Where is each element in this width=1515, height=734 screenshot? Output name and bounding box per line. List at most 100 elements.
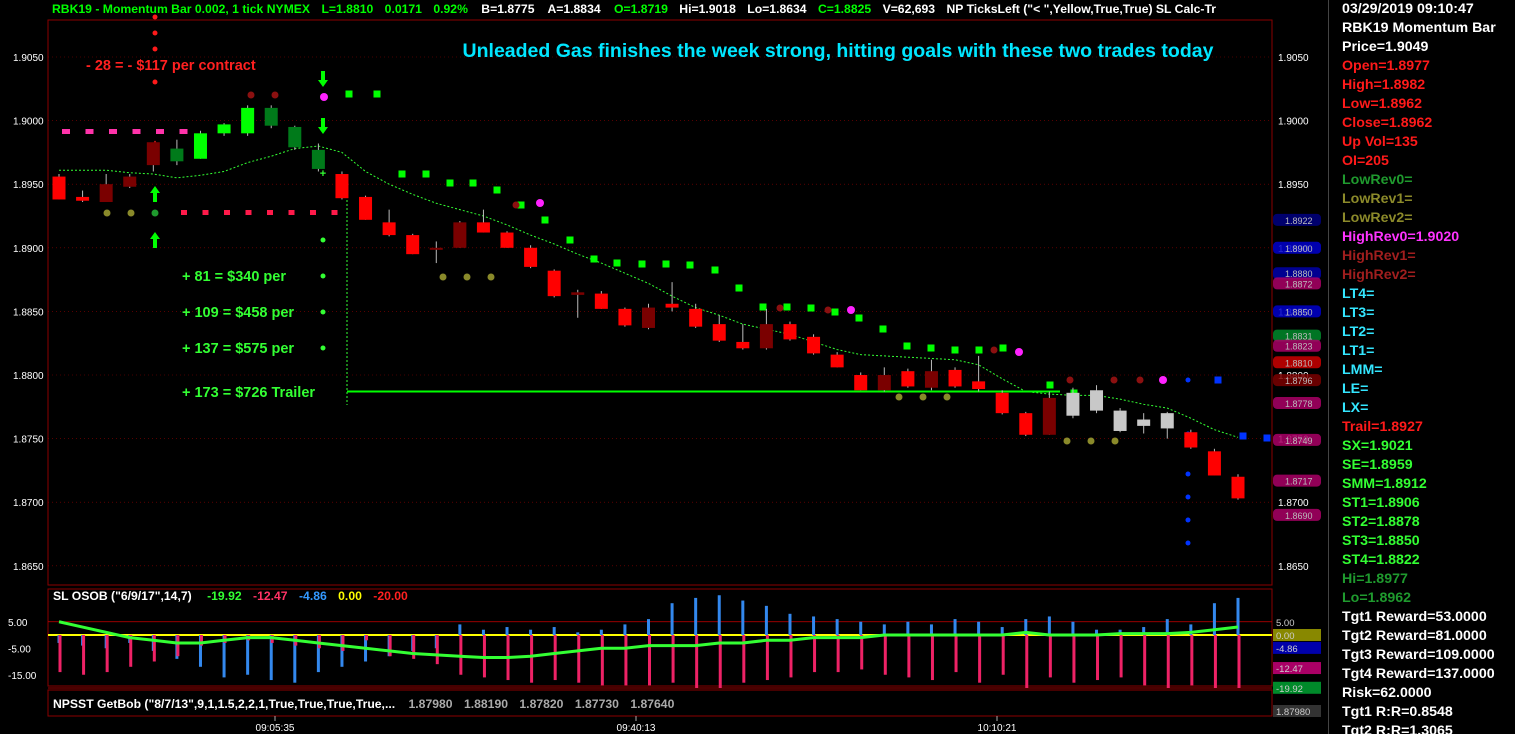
osob-blue-bar [552, 627, 556, 635]
header-open: O=1.8719 [614, 2, 668, 16]
data-window-row: RBK19 Momentum Bar [1342, 20, 1496, 36]
low-rev-dot [943, 393, 951, 401]
osob-pink-bar [1001, 635, 1005, 675]
high-rev1-dot [990, 346, 998, 354]
osob-pink-bar [152, 635, 156, 662]
osob-value-1: -19.92 [207, 589, 242, 603]
blue-dot [1185, 540, 1191, 546]
stop-marker [686, 261, 694, 269]
header-change: 0.0171 [385, 2, 422, 16]
candle [1231, 476, 1245, 499]
osob-blue-bar [576, 632, 580, 635]
osob-right-badge [1273, 615, 1321, 628]
data-window-row: Risk=62.0000 [1342, 685, 1432, 701]
osob-pink-bar [1166, 635, 1170, 688]
stop-marker [566, 236, 574, 244]
osob-pink-bar [412, 635, 416, 659]
target-dot [320, 309, 326, 315]
target4-annotation: + 173 = $726 Trailer [182, 385, 315, 401]
blue-dot [1185, 517, 1191, 523]
osob-pink-bar [129, 635, 133, 667]
getbob-value-4: 1.87730 [575, 697, 619, 711]
osob-pink-bar [930, 635, 934, 681]
candle [524, 247, 538, 267]
price-badge [1273, 374, 1321, 387]
chart-canvas[interactable]: 1.9050 1.9050 1.9000 1.9000 1.8950 1.8950 1.89… [0, 0, 1328, 734]
stop-marker [855, 314, 863, 322]
target-dot [320, 273, 326, 279]
stop-level-marker [245, 210, 252, 215]
osob-pink-bar [1119, 635, 1123, 678]
getbob-title: NPSST GetBob ("8/7/13",9,1,1.5,2,2,1,Tru… [53, 697, 395, 711]
high-rev-dot [536, 199, 544, 207]
target-dot [320, 345, 326, 351]
osob-blue-bar [1024, 619, 1028, 635]
stop-marker [759, 303, 767, 311]
data-window-row: Open=1.8977 [1342, 58, 1430, 74]
candle [665, 303, 679, 308]
candle [123, 176, 137, 187]
entry-level-marker [132, 129, 141, 134]
stop-marker [1046, 381, 1054, 389]
getbob-right-badge [1273, 705, 1321, 717]
candle [1019, 413, 1033, 435]
candle [1042, 397, 1056, 435]
price-badge-label: 1.8880 [1285, 269, 1313, 279]
stop-marker [903, 342, 911, 350]
header-change-pct: 0.92% [433, 2, 468, 16]
price-badge-label: 1.8717 [1285, 477, 1313, 487]
price-badge [1273, 339, 1321, 352]
loss-dot [152, 79, 158, 85]
osob-pink-bar [82, 635, 86, 675]
candle [783, 324, 797, 340]
osob-right-badge [1273, 629, 1321, 641]
data-window-row: Tgt1 R:R=0.8548 [1342, 704, 1453, 720]
osob-blue-bar [1095, 629, 1099, 635]
osob-value-4: 0.00 [338, 589, 362, 603]
stop-marker [398, 170, 406, 178]
low-rev-dot [1111, 437, 1119, 445]
header-title: RBK19 - Momentum Bar 0.002, 1 tick NYMEX [52, 2, 311, 16]
candle [264, 107, 278, 126]
entry-level-marker [109, 129, 117, 134]
header-close: C=1.8825 [818, 2, 871, 16]
price-badge [1273, 433, 1321, 446]
low-rev-dot [103, 209, 111, 217]
y-tick-right: 1.9000 [1278, 117, 1309, 128]
osob-blue-bar [977, 621, 981, 635]
target1-annotation: + 81 = $340 per [182, 269, 286, 285]
candles [52, 105, 1245, 500]
osob-indicator: 5.00 -5.00 -15.00 5.00 0.00 -4.86 -12.47 -19.92 [8, 595, 1321, 695]
osob-pink-bar [341, 635, 345, 651]
stop-marker [638, 260, 646, 268]
osob-blue-bar [670, 603, 674, 635]
blue-stop-marker [1263, 434, 1271, 442]
blue-stop-marker [1239, 432, 1247, 440]
getbob-pane [47, 689, 1273, 717]
price-badges: 1.89221.89001.88801.88721.88501.88311.88… [1273, 213, 1321, 521]
price-pane [47, 19, 1273, 586]
osob-pink-bar [718, 635, 722, 688]
x-tick-label-2: 10:10:21 [978, 723, 1017, 734]
sell-arrow-down-icon [318, 118, 328, 134]
osob-blue-bar [717, 595, 721, 635]
osob-pink-bar [954, 635, 958, 673]
osob-y-tick: -15.00 [8, 671, 37, 682]
target-dot [320, 237, 326, 243]
y-tick-left: 1.8950 [13, 180, 44, 191]
osob-blue-bar [1236, 597, 1240, 635]
osob-value-3: -4.86 [299, 589, 327, 603]
price-badge [1273, 267, 1321, 280]
high-rev1-dot [271, 91, 279, 99]
osob-signal-line [58, 620, 1239, 660]
osob-blue-bar [859, 621, 863, 635]
stop-level-marker [331, 210, 338, 215]
stop-marker [999, 344, 1007, 352]
candle [500, 232, 514, 248]
osob-title: SL OSOB ("6/9/17",14,7) [53, 589, 192, 603]
headline-annotation: Unleaded Gas finishes the week strong, h… [463, 40, 1214, 62]
osob-blue-bar [316, 635, 320, 673]
y-tick-left: 1.8900 [13, 244, 44, 255]
osob-blue-bar [222, 635, 226, 678]
header-volume: V=62,693 [883, 2, 936, 16]
